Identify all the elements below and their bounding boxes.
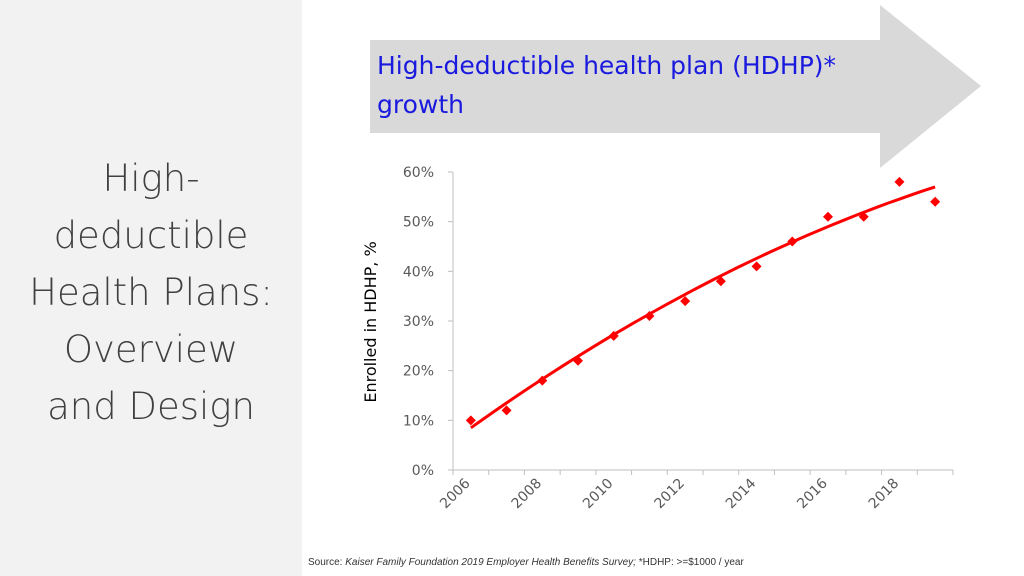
x-tick-label: 2006 — [437, 475, 474, 512]
data-point-marker — [608, 330, 619, 341]
slide-title-line: deductible — [53, 214, 249, 257]
y-tick-label: 20% — [403, 364, 434, 380]
y-tick-label: 30% — [403, 314, 434, 330]
data-point-marker — [537, 375, 548, 386]
banner-title: High-deductible health plan (HDHP)* grow… — [377, 46, 937, 124]
x-tick-label: 2014 — [723, 475, 760, 512]
x-tick-label: 2010 — [580, 476, 617, 513]
x-tick-label: 2008 — [509, 476, 546, 513]
source-citation: Kaiser Family Foundation 2019 Employer H… — [345, 557, 636, 568]
arrow-shape — [370, 5, 981, 168]
source-footnote: *HDHP: >=$1000 / year — [635, 557, 744, 568]
data-point-marker — [680, 296, 691, 307]
slide-title-line: and Design — [47, 385, 255, 428]
y-tick-label: 10% — [403, 413, 434, 429]
data-point-marker — [823, 211, 833, 222]
y-tick-label: 0% — [412, 463, 434, 479]
x-tick-label: 2016 — [794, 475, 831, 512]
data-point-marker — [465, 415, 476, 426]
data-point-marker — [930, 196, 941, 207]
y-tick-label: 60% — [403, 165, 434, 181]
x-tick-label: 2012 — [651, 476, 688, 513]
slide-title-line: High- — [102, 157, 200, 200]
data-point-marker — [894, 176, 905, 187]
trendline — [470, 185, 936, 430]
data-point-marker — [751, 261, 762, 272]
y-tick-label: 40% — [403, 264, 434, 280]
banner-title-line: High-deductible health plan (HDHP)* — [377, 51, 837, 80]
data-point-marker — [573, 355, 583, 366]
x-tick-label: 2018 — [866, 476, 903, 513]
data-point-marker — [644, 311, 655, 322]
y-axis-label: Enrolled in HDHP, % — [361, 241, 380, 402]
source-note: Source: Kaiser Family Foundation 2019 Em… — [308, 557, 744, 568]
slide-title-line: Overview — [63, 328, 239, 371]
data-point-marker — [501, 405, 512, 416]
slide-title-line: Health Plans: — [29, 271, 273, 314]
data-point-marker — [858, 211, 869, 222]
source-prefix: Source: — [308, 557, 346, 568]
data-point-marker — [715, 276, 726, 287]
left-panel — [0, 0, 302, 576]
y-tick-label: 50% — [403, 215, 434, 231]
banner-title-line: growth — [377, 90, 464, 119]
slide-title: High- deductible Health Plans: Overview … — [0, 150, 302, 435]
data-point-marker — [787, 236, 798, 247]
